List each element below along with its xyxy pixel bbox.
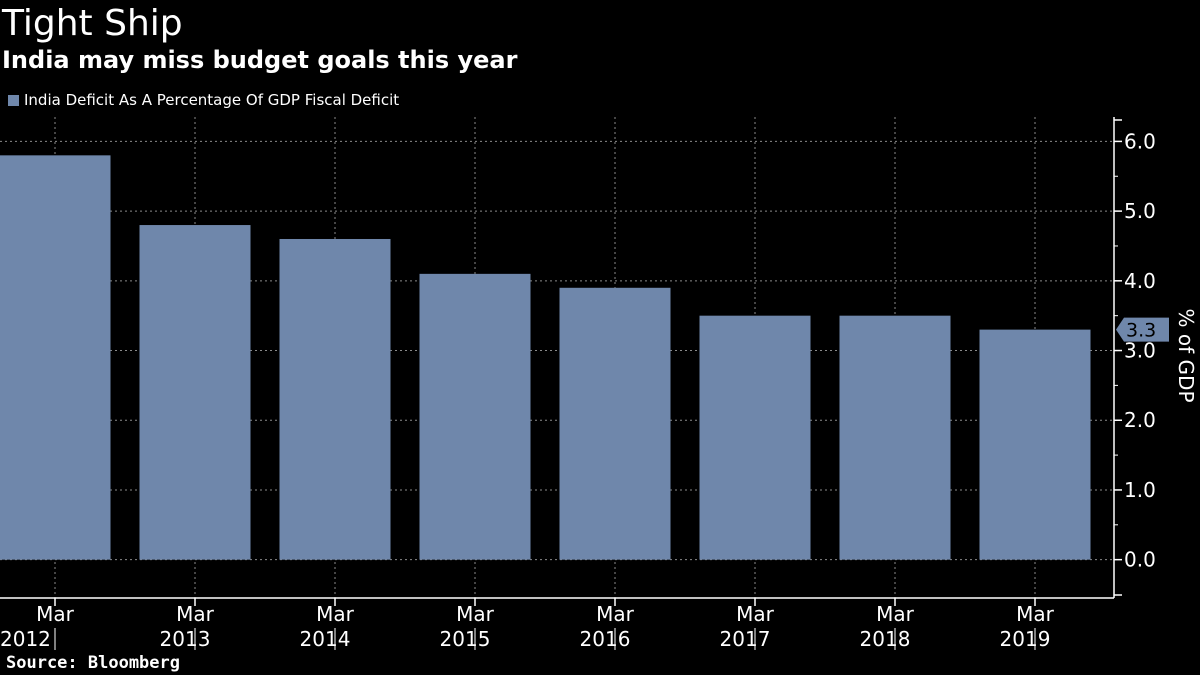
x-tick-label-month: Mar <box>456 602 495 626</box>
bar-mar-2019 <box>979 329 1091 560</box>
legend-label: India Deficit As A Percentage Of GDP Fis… <box>24 91 400 109</box>
last-value-callout <box>1116 317 1169 342</box>
bar-mar-2018 <box>839 315 951 560</box>
y-tick-label-4.0: 4.0 <box>1124 269 1156 293</box>
y-tick-label-1.0: 1.0 <box>1124 478 1156 502</box>
y-tick-label-3.0: 3.0 <box>1124 339 1156 363</box>
x-tick-label-month: Mar <box>1016 602 1055 626</box>
x-tick-label-month: Mar <box>176 602 215 626</box>
chart-subtitle: India may miss budget goals this year <box>2 46 518 74</box>
x-tick-label-year: 2019 <box>1000 627 1051 651</box>
y-tick-label-6.0: 6.0 <box>1124 129 1156 153</box>
bar-mar-2015 <box>419 273 531 560</box>
chart-title: Tight Ship <box>2 3 183 44</box>
source-note: Source: Bloomberg <box>6 653 180 673</box>
y-tick-label-0.0: 0.0 <box>1124 548 1156 572</box>
x-tick-label-year: 2018 <box>860 627 911 651</box>
x-tick-label-month: Mar <box>596 602 635 626</box>
bar-mar-2013 <box>139 225 251 560</box>
x-tick-label-year: 2012 <box>0 627 51 651</box>
bar-mar-2016 <box>559 287 671 560</box>
x-tick-label-year: 2017 <box>720 627 771 651</box>
x-tick-label-year: 2013 <box>160 627 211 651</box>
x-tick-label-month: Mar <box>316 602 355 626</box>
x-tick-label-year: 2016 <box>580 627 631 651</box>
bar-mar-2012 <box>0 155 111 560</box>
y-tick-label-5.0: 5.0 <box>1124 199 1156 223</box>
bar-mar-2014 <box>279 238 391 560</box>
x-tick-label-month: Mar <box>736 602 775 626</box>
y-tick-label-2.0: 2.0 <box>1124 408 1156 432</box>
y-axis-title: % of GDP <box>1174 309 1198 403</box>
x-tick-label-month: Mar <box>876 602 915 626</box>
x-tick-label-year: 2015 <box>440 627 491 651</box>
x-tick-label-month: Mar <box>36 602 75 626</box>
bar-mar-2017 <box>699 315 811 560</box>
last-value-label: 3.3 <box>1126 320 1156 342</box>
legend-swatch <box>8 94 19 106</box>
legend: India Deficit As A Percentage Of GDP Fis… <box>8 90 399 110</box>
x-tick-label-year: 2014 <box>300 627 351 651</box>
